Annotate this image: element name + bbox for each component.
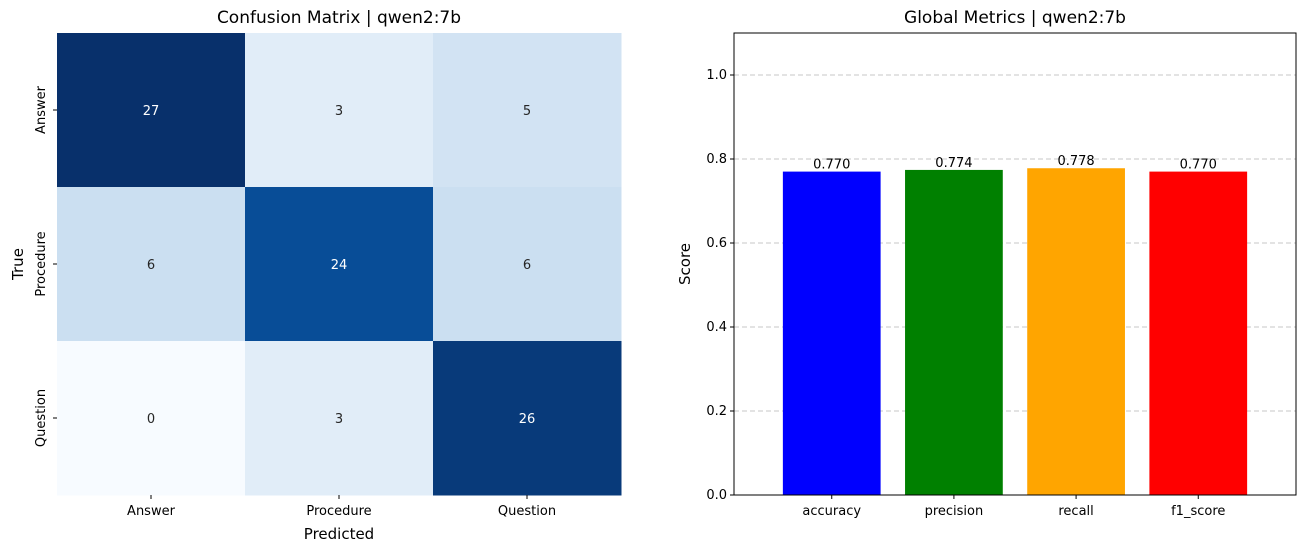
bar-value-label: 0.774 bbox=[935, 156, 972, 171]
confusion-matrix-ylabel: True bbox=[9, 248, 27, 281]
y-tick-label: 0.8 bbox=[706, 152, 727, 167]
x-tick-label: Answer bbox=[127, 504, 176, 519]
x-tick-label: Procedure bbox=[306, 504, 371, 519]
heatmap-cell bbox=[57, 341, 246, 496]
y-tick-label: 0.0 bbox=[706, 488, 727, 503]
heatmap-cell-label: 27 bbox=[143, 104, 160, 119]
heatmap-cell-label: 6 bbox=[147, 258, 155, 273]
confusion-matrix-title: Confusion Matrix | qwen2:7b bbox=[217, 8, 461, 28]
x-tick-label: recall bbox=[1058, 504, 1093, 519]
x-tick-label: precision bbox=[925, 504, 984, 519]
heatmap-cell bbox=[433, 341, 622, 496]
heatmap-cell bbox=[433, 187, 622, 342]
y-tick-label: Answer bbox=[34, 85, 49, 134]
bar-accuracy bbox=[782, 171, 881, 495]
x-tick-label: accuracy bbox=[802, 504, 861, 519]
y-tick-label: Question bbox=[34, 389, 49, 447]
heatmap-cell-label: 26 bbox=[519, 412, 536, 427]
y-tick-label: Procedure bbox=[34, 231, 49, 296]
global-metrics-panel: Global Metrics | qwen2:7b 0.770 0.774 0.77… bbox=[676, 8, 1297, 519]
confusion-matrix-panel: Confusion Matrix | qwen2:7b 27 3 5 6 24 6 0 3 26… bbox=[9, 8, 622, 543]
heatmap-cell bbox=[245, 187, 434, 342]
heatmap-cell-label: 3 bbox=[335, 412, 343, 427]
heatmap-cell-label: 5 bbox=[523, 104, 531, 119]
bar-plot-frame bbox=[733, 32, 1297, 496]
heatmap-cell bbox=[245, 33, 434, 188]
confusion-matrix-xlabel: Predicted bbox=[304, 525, 374, 543]
heatmap-cell-label: 3 bbox=[335, 104, 343, 119]
y-tick-label: 0.6 bbox=[706, 236, 727, 251]
bar-recall bbox=[1027, 168, 1125, 496]
bar-value-label: 0.778 bbox=[1057, 154, 1094, 169]
heatmap-cell-label: 24 bbox=[331, 258, 348, 273]
bar-value-label: 0.770 bbox=[813, 158, 850, 173]
bar-f1_score bbox=[1149, 171, 1248, 495]
y-tick-label: 0.2 bbox=[706, 404, 727, 419]
heatmap-cell bbox=[57, 187, 246, 342]
heatmap-cell bbox=[57, 33, 246, 188]
y-tick-label: 0.4 bbox=[706, 320, 727, 335]
global-metrics-ylabel: Score bbox=[676, 243, 694, 285]
bar-value-label: 0.770 bbox=[1180, 158, 1217, 173]
heatmap-cell bbox=[433, 33, 622, 188]
x-tick-label: Question bbox=[498, 504, 556, 519]
bar-precision bbox=[905, 169, 1003, 496]
heatmap-cell-label: 6 bbox=[523, 258, 531, 273]
global-metrics-title: Global Metrics | qwen2:7b bbox=[904, 8, 1126, 28]
x-tick-label: f1_score bbox=[1171, 504, 1225, 519]
heatmap-cell bbox=[245, 341, 434, 496]
heatmap-cell-label: 0 bbox=[147, 412, 155, 427]
y-tick-label: 1.0 bbox=[706, 68, 727, 83]
